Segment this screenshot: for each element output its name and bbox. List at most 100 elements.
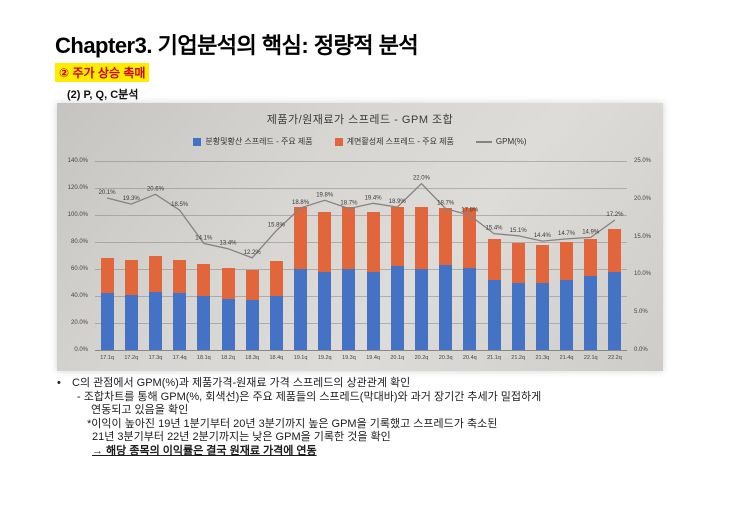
gpm-data-label: 20.1% [99, 190, 117, 196]
x-axis-tick: 19.1q [293, 355, 308, 361]
legend-label-orange: 계면활성제 스프레드 - 주요 제품 [346, 137, 454, 146]
bar-group [269, 260, 283, 350]
legend-line-swatch [475, 140, 492, 143]
legend-label-blue: 분황및황산 스프레드 - 주요 제품 [205, 137, 313, 146]
gridline [95, 160, 627, 162]
note-line-2: - 조합차트를 통해 GPM(%, 회색선)은 주요 제품들의 스프레드(막대바… [77, 390, 542, 403]
bar-segment-blue [124, 294, 138, 350]
left-axis-tick: 20.0% [70, 320, 88, 326]
bar-group [318, 212, 332, 350]
gpm-line-chart: 20.1% 19.3% 20.6% 18.5% 14.1% 13.4% 12.2% 15.8%… [99, 176, 624, 259]
left-axis-tick: 0.0% [74, 347, 88, 353]
bar-segment-orange [584, 239, 598, 276]
gpm-data-label: 19.4% [365, 195, 383, 201]
right-axis-tick: 25.0% [634, 158, 652, 164]
bar-group [511, 243, 525, 350]
x-axis-tick: 19.4q [366, 355, 380, 361]
bar-segment-orange [173, 259, 187, 294]
right-axis-tick: 20.0% [634, 195, 652, 202]
bar-group [173, 259, 187, 350]
note-line-4: *이익이 높아진 19년 1분기부터 20년 3분기까지 높은 GPM을 기록했… [87, 417, 498, 430]
right-axis-tick: 0.0% [634, 347, 648, 353]
gpm-data-label: 17.2% [606, 212, 624, 218]
gpm-data-label: 19.8% [316, 192, 334, 198]
bar-group [463, 208, 477, 350]
right-axis-tick: 10.0% [634, 271, 652, 278]
note-line-6: → 해당 종목의 이익률은 결국 원재료 가격에 연동 [92, 444, 317, 457]
bar-group [584, 239, 598, 350]
bar-segment-orange [342, 206, 356, 269]
gpm-data-label: 15.1% [510, 228, 528, 234]
bar-group [439, 208, 453, 350]
gpm-data-label: 18.9% [389, 199, 407, 205]
gpm-data-label: 13.4% [219, 241, 237, 247]
left-axis-tick: 140.0% [67, 158, 88, 164]
left-axis: 0.0% 20.0% 40.0% 60.0% 80.0% 100.0% 120.0% 140.… [57, 158, 92, 353]
chart-image: 제품가/원재료가 스프레드 - GPM 조합 분황및황산 스프레드 - 주요 제… [57, 103, 663, 371]
bar-segment-orange [560, 242, 574, 280]
x-axis-tick: 19.2q [317, 355, 332, 361]
x-axis-tick: 22.2q [608, 355, 622, 361]
gpm-data-label: 14.4% [534, 233, 552, 239]
bar-segment-orange [294, 206, 308, 269]
subtitle-highlight: ② 주가 상승 촉매 [55, 63, 150, 82]
bar-segment-blue [294, 269, 308, 350]
gridline [95, 214, 627, 216]
x-axis-tick: 20.3q [438, 355, 453, 361]
x-axis: 17.1q 17.2q 17.3q 17.4q 18.1q 18.2q 18.3q 18.4q… [95, 355, 627, 366]
bar-segment-orange [487, 239, 501, 280]
bar-segment-blue [390, 266, 404, 350]
note-line-3: 연동되고 있음을 확인 [91, 404, 189, 417]
x-axis-tick: 21.3q [535, 355, 550, 361]
gpm-data-label: 12.2% [244, 250, 262, 256]
gpm-data-label: 19.3% [123, 196, 141, 202]
bar-segment-orange [414, 206, 428, 269]
gridline [95, 268, 627, 270]
bar-group [221, 267, 235, 350]
bar-segment-orange [124, 259, 138, 295]
bar-segment-blue [269, 296, 283, 350]
bar-segment-orange [318, 212, 332, 272]
legend-swatch-blue [193, 137, 202, 146]
x-axis-tick: 20.4q [462, 355, 477, 361]
left-axis-tick: 80.0% [70, 239, 88, 245]
x-axis-tick: 18.3q [245, 355, 260, 361]
bar-segment-orange [511, 243, 525, 283]
bar-segment-orange [221, 267, 235, 299]
bar-group [414, 206, 428, 350]
bar-group [366, 212, 380, 350]
gridline [95, 322, 627, 324]
right-axis-tick: 15.0% [634, 233, 652, 240]
bar-group [608, 228, 622, 351]
bar-group [100, 258, 114, 350]
page-title: Chapter3. 기업분석의 핵심: 정량적 분석 [55, 33, 419, 58]
bar-segment-blue [148, 291, 162, 350]
bar-segment-blue [463, 267, 477, 350]
bar-segment-orange [100, 258, 114, 294]
gpm-line [106, 182, 616, 259]
bar-group [124, 259, 138, 350]
gpm-data-label: 18.7% [340, 201, 358, 207]
legend-item-blue-bars: 분황및황산 스프레드 - 주요 제품 [193, 136, 313, 147]
chart-title: 제품가/원재료가 스프레드 - GPM 조합 [266, 114, 454, 126]
bar-segment-blue [342, 269, 356, 350]
gpm-data-label: 18.5% [171, 202, 189, 208]
bar-segment-blue [608, 271, 622, 350]
gridline [95, 241, 627, 243]
section-label: (2) P, Q, C분석 [67, 89, 139, 101]
legend-item-orange-bars: 계면활성제 스프레드 - 주요 제품 [334, 136, 454, 147]
x-axis-tick: 21.2q [511, 355, 526, 361]
gridline [95, 187, 627, 189]
x-axis-tick: 21.4q [559, 355, 574, 361]
left-axis-tick: 40.0% [70, 293, 88, 299]
plot-area: 20.1% 19.3% 20.6% 18.5% 14.1% 13.4% 12.2% 15.8%… [95, 160, 627, 351]
x-axis-tick: 17.3q [148, 355, 163, 361]
gpm-data-label: 18.8% [292, 200, 310, 206]
bar-group [148, 255, 162, 351]
bar-group [560, 242, 574, 350]
bar-segment-orange [148, 255, 162, 292]
gpm-data-label: 20.6% [147, 186, 165, 192]
bar-segment-blue [197, 296, 211, 350]
bar-group [535, 244, 549, 350]
right-axis: 0.0% 5.0% 10.0% 15.0% 20.0% 25.0% [630, 158, 663, 353]
